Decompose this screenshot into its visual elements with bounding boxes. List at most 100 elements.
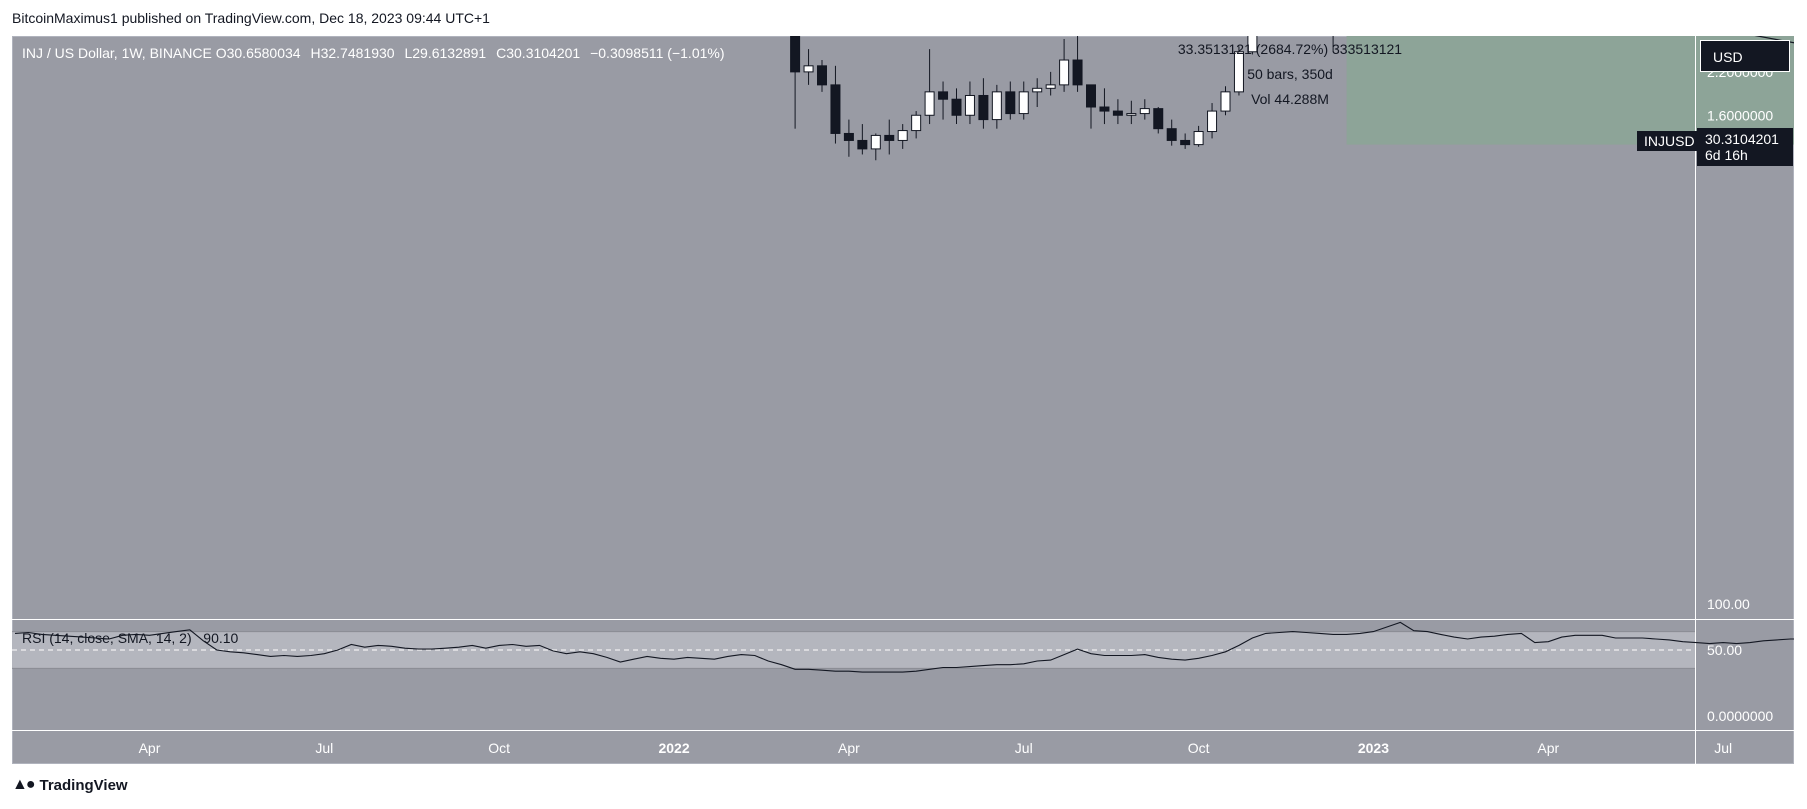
candle-body xyxy=(978,94,989,121)
candle xyxy=(830,65,841,144)
candle xyxy=(1059,39,1070,92)
candle xyxy=(790,36,801,129)
candle-body xyxy=(1045,84,1056,89)
candle-body xyxy=(803,65,814,73)
candle xyxy=(1153,107,1164,134)
candle xyxy=(1018,81,1029,120)
time-tick-label: Oct xyxy=(1188,740,1210,756)
candle xyxy=(897,124,908,149)
candle-body xyxy=(1032,87,1043,93)
time-tick-label: Apr xyxy=(1537,740,1559,756)
symbol-name: INJ / US Dollar, 1W, BINANCE xyxy=(22,45,212,61)
candle xyxy=(964,81,975,125)
ticker-tag: INJUSD xyxy=(1637,131,1702,151)
candle xyxy=(1005,81,1016,120)
candle-body xyxy=(1153,108,1164,130)
bar-countdown: 6d 16h xyxy=(1705,147,1748,163)
rsi-legend: RSI (14, close, SMA, 14, 2) 90.10 xyxy=(22,630,238,646)
price-chart[interactable]: 44.000000024.000000018.000000012.0000000… xyxy=(12,36,1794,764)
open-value: 30.6580034 xyxy=(226,45,301,61)
candle xyxy=(1247,36,1258,55)
close-label: C xyxy=(496,45,507,61)
time-tick-label: Jul xyxy=(315,740,333,756)
candle-body xyxy=(938,91,949,100)
measure-change: 33.3513121 (2684.72%) 333513121 xyxy=(1177,41,1403,57)
candle-body xyxy=(1139,108,1150,115)
rsi-pane-layer: 100.00 50.00 0.0000000 xyxy=(12,596,1794,724)
candle xyxy=(1099,88,1110,125)
candle-body xyxy=(1112,110,1123,116)
candle-body xyxy=(991,91,1002,121)
candle xyxy=(911,111,922,139)
time-tick-label: Apr xyxy=(838,740,860,756)
close-value: 30.3104201 xyxy=(506,45,581,61)
candle xyxy=(1126,100,1137,125)
rsi-line xyxy=(14,621,1794,673)
low-label: L xyxy=(404,45,413,61)
tradingview-logo[interactable]: ▲● TradingView xyxy=(12,776,128,794)
candle xyxy=(951,88,962,125)
time-tick-label: Apr xyxy=(139,740,161,756)
candle xyxy=(1166,119,1177,146)
candle xyxy=(1332,36,1334,52)
price-tick-label: 3.0000000 xyxy=(1707,36,1773,38)
candle xyxy=(1112,99,1123,125)
candle xyxy=(817,60,827,92)
candle-body xyxy=(817,65,827,86)
candle-body xyxy=(1126,113,1137,116)
time-tick-label: 2023 xyxy=(1358,740,1389,756)
candle-body xyxy=(870,134,881,150)
low-value: 29.6132891 xyxy=(412,45,487,61)
candle-body xyxy=(1193,131,1204,146)
candle xyxy=(857,124,868,155)
candle-body xyxy=(951,98,962,116)
time-tick-label: 2022 xyxy=(658,740,689,756)
candle-body xyxy=(1086,84,1096,108)
candle xyxy=(1139,99,1150,120)
high-value: 32.7481930 xyxy=(320,45,395,61)
candle-body xyxy=(790,36,801,73)
rsi-tick-label: 100.00 xyxy=(1707,596,1750,612)
candle xyxy=(1220,86,1231,116)
candle-body xyxy=(1233,51,1244,93)
candle xyxy=(803,49,814,85)
candle xyxy=(870,133,881,161)
candle-body xyxy=(964,94,975,116)
measure-volume: Vol 44.288M xyxy=(1251,91,1329,107)
rsi-tick-label: 0.0000000 xyxy=(1707,708,1773,724)
candle xyxy=(1180,133,1191,149)
last-price-value: 30.3104201 xyxy=(1705,131,1779,147)
candle xyxy=(1045,71,1056,96)
candle-body xyxy=(884,134,895,141)
footer-brand: TradingView xyxy=(39,776,128,794)
candle-body xyxy=(1099,106,1110,112)
candle-body xyxy=(1180,139,1191,146)
candle-body xyxy=(1247,36,1258,53)
candle xyxy=(1072,36,1083,92)
candle-body xyxy=(1005,91,1016,115)
candle-body xyxy=(897,130,908,141)
rsi-label: RSI (14, close, SMA, 14, 2) xyxy=(22,630,192,646)
candle xyxy=(1233,46,1244,96)
open-label: O xyxy=(215,45,227,61)
price-tick-label: 1.6000000 xyxy=(1707,107,1773,123)
time-tick-label: Jul xyxy=(1714,740,1732,756)
tradingview-logo-icon: ▲● xyxy=(12,776,35,793)
candle xyxy=(884,119,895,155)
candle xyxy=(924,49,935,125)
candle-body xyxy=(1207,110,1218,133)
candle-body xyxy=(924,91,935,116)
publisher-line: BitcoinMaximus1 published on TradingView… xyxy=(12,10,490,26)
time-tick-label: Jul xyxy=(1015,740,1033,756)
candle-body xyxy=(1166,128,1177,141)
rsi-tick-label: 50.00 xyxy=(1707,642,1742,658)
candle-body xyxy=(1072,59,1083,86)
time-axis-layer: AprJulOct2022AprJulOct2023AprJulOct2024 xyxy=(139,740,1733,756)
currency-button[interactable]: USD xyxy=(1700,40,1790,72)
candle xyxy=(991,84,1002,129)
candle-body xyxy=(830,84,841,134)
measure-bars: 50 bars, 350d xyxy=(1247,66,1333,82)
candle xyxy=(1086,84,1096,129)
candles-layer xyxy=(790,36,1334,161)
candle-body xyxy=(857,139,868,150)
